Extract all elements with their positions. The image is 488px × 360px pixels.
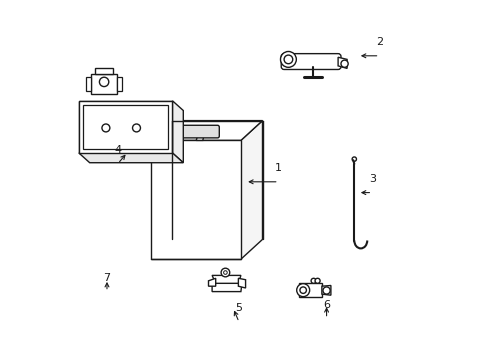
Circle shape (322, 287, 329, 294)
Polygon shape (167, 134, 175, 140)
Polygon shape (79, 153, 183, 163)
Text: 2: 2 (375, 37, 382, 47)
Circle shape (221, 268, 229, 277)
Circle shape (99, 77, 108, 87)
Circle shape (102, 124, 110, 132)
Polygon shape (212, 275, 241, 283)
Polygon shape (321, 285, 330, 295)
Polygon shape (79, 101, 172, 153)
Circle shape (167, 127, 176, 136)
Polygon shape (79, 101, 172, 153)
Polygon shape (91, 74, 117, 94)
Polygon shape (337, 57, 346, 68)
Text: 7: 7 (103, 273, 110, 283)
FancyBboxPatch shape (117, 77, 122, 91)
FancyBboxPatch shape (86, 77, 91, 91)
Text: 6: 6 (323, 300, 329, 310)
Circle shape (310, 278, 316, 283)
Polygon shape (95, 68, 113, 74)
Polygon shape (212, 283, 242, 292)
Polygon shape (241, 121, 262, 259)
Circle shape (314, 278, 320, 283)
Polygon shape (196, 134, 204, 140)
Circle shape (340, 60, 347, 67)
Circle shape (280, 51, 296, 67)
Circle shape (284, 55, 292, 64)
FancyBboxPatch shape (281, 54, 340, 69)
Circle shape (196, 127, 205, 136)
Circle shape (299, 287, 306, 293)
Text: 3: 3 (368, 174, 375, 184)
Polygon shape (151, 121, 262, 140)
Polygon shape (151, 140, 241, 259)
Polygon shape (172, 101, 183, 163)
Circle shape (296, 284, 309, 297)
Text: 5: 5 (235, 303, 242, 313)
Polygon shape (208, 278, 215, 286)
Text: 4: 4 (114, 145, 121, 155)
Polygon shape (238, 278, 245, 288)
Circle shape (351, 157, 356, 161)
Text: 1: 1 (275, 163, 282, 173)
Polygon shape (298, 283, 321, 297)
FancyBboxPatch shape (179, 125, 219, 138)
Circle shape (132, 124, 140, 132)
